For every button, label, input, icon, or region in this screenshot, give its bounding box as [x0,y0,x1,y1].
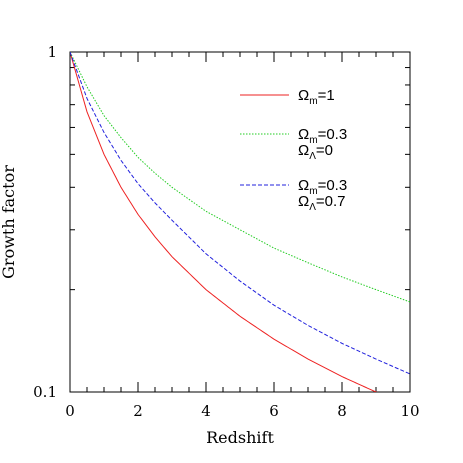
axis-ticks [69,51,411,393]
x-tick-label: 6 [269,402,279,420]
y-tick-label: 0.1 [33,383,57,401]
series-line-1 [70,52,378,392]
x-tick-label: 10 [400,402,419,420]
series-line-2 [70,52,410,303]
x-tick-label: 2 [133,402,143,420]
x-axis-label: Redshift [206,428,274,447]
legend-label-3: ΩΛ=0.7 [298,193,346,213]
x-tick-label: 4 [201,402,211,420]
x-tick-label: 8 [337,402,347,420]
series-lines [70,52,410,392]
legend-label-2: Ωm=0.3 [298,126,347,146]
legend-label-3: Ωm=0.3 [298,177,347,197]
legend-label-1: Ωm=1 [298,87,335,107]
series-line-3 [70,52,410,375]
y-tick-label: 1 [47,43,57,61]
legend: Ωm=1Ωm=0.3ΩΛ=0Ωm=0.3ΩΛ=0.7 [240,87,347,213]
tick-labels: 0 2 4 6 8 10 1 0.1 [33,43,419,420]
plot-frame [69,51,411,393]
y-axis-label: Growth factor [0,165,18,279]
x-tick-label: 0 [65,402,75,420]
legend-label-2: ΩΛ=0 [298,142,333,162]
